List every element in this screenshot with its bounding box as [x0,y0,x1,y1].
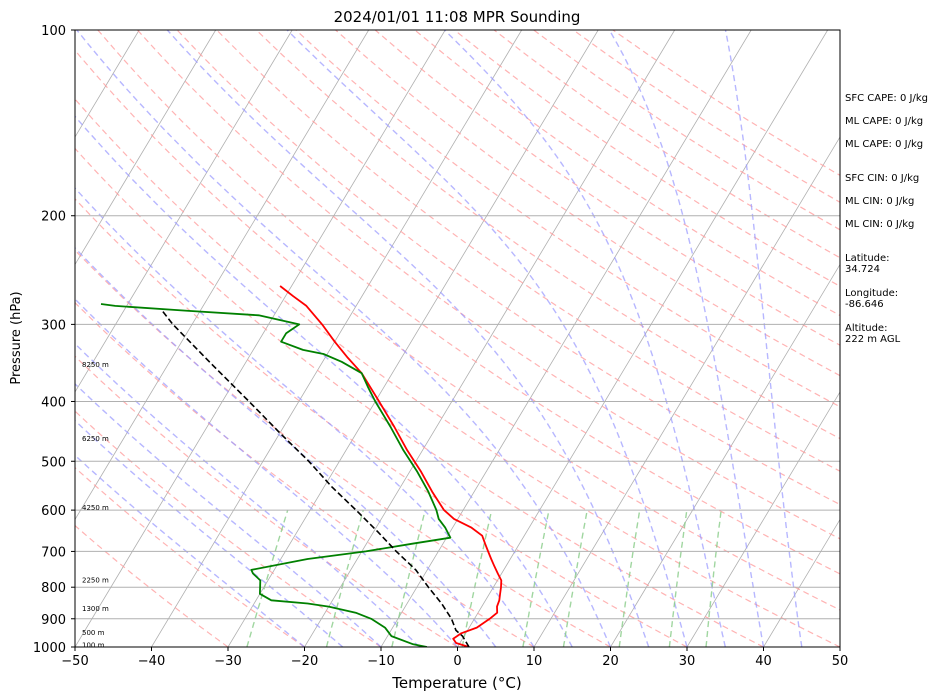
stat-ml-cin: ML CIN: 0 J/kg [845,196,915,207]
stat-sfc-cape: SFC CAPE: 0 J/kg [845,93,928,104]
dry-adiabat-line [216,30,840,472]
y-tick-label: 1000 [33,641,66,656]
y-tick-label: 800 [41,581,66,596]
dry-adiabat-line [75,98,840,647]
height-label: 4250 m [82,504,109,512]
moist-adiabat-line [166,30,650,647]
moist-adiabat-line [75,419,344,647]
dry-adiabat-line [75,49,840,611]
y-tick-label: 900 [41,613,66,628]
moist-adiabat-line [75,115,573,647]
moist-adiabat-line [75,187,535,647]
x-tick-label: 50 [832,654,849,669]
dry-adiabat-line [75,147,764,647]
isotherm-line [75,30,140,138]
dry-adiabat-line [75,355,458,647]
temperature-profile [279,285,503,647]
x-tick-label: −10 [367,654,394,669]
plot-area [75,30,840,647]
moist-adiabat-line [444,30,726,647]
isotherm-line [533,136,840,647]
isotherm-line [75,30,446,647]
moist-adiabat-line [75,298,459,647]
x-tick-label: 30 [679,654,696,669]
background-lines [75,30,840,647]
height-label: 500 m [82,629,105,637]
height-label: 1300 m [82,605,109,613]
isotherm-line [75,30,217,266]
isotherm-line [763,518,840,647]
x-axis-ticks: −50 −40 −30 −20 −10 0 10 20 30 40 50 [61,647,848,669]
isotherm-line [686,391,840,647]
height-label: 100 m [82,641,105,649]
stat-ml-cape-2: ML CAPE: 0 J/kg [845,139,924,150]
sounding-stats-panel: SFC CAPE: 0 J/kg ML CAPE: 0 J/kg ML CAPE… [845,0,947,700]
dry-adiabat-line [335,30,840,377]
dry-adiabat-line [75,249,611,647]
dry-adiabat-line [414,30,840,317]
isotherm-line [457,30,829,647]
chart-title: 2024/01/01 11:08 MPR Sounding [334,8,581,26]
sounding-profiles [100,285,503,647]
stat-altitude: Altitude: 222 m AGL [845,323,901,345]
stat-longitude: Longitude: -86.646 [845,288,899,310]
dry-adiabat-line [136,30,840,540]
x-tick-label: 0 [453,654,461,669]
dry-adiabat-line [374,30,840,346]
y-tick-label: 500 [41,455,66,470]
height-label: 8250 m [82,361,109,369]
height-labels: 100 m 500 m 1300 m 2250 m 4250 m 6250 m 8250 m [82,361,109,649]
moist-adiabat-line [75,246,497,647]
moist-adiabat-line [75,382,382,647]
dewpoint-profile [100,303,452,647]
isotherm-line [75,30,370,521]
y-tick-label: 300 [41,318,66,333]
height-label: 6250 m [82,435,109,443]
pressure-gridlines [75,215,840,620]
x-axis-label: Temperature (°C) [391,674,521,692]
moist-adiabat-line [75,342,420,647]
height-label: 2250 m [82,577,109,585]
parcel-profile [161,310,470,647]
isotherm-line [75,30,293,393]
x-tick-label: 10 [526,654,543,669]
dry-adiabat-line [75,466,305,647]
dry-adiabat-line [75,197,688,647]
isotherm-line [380,30,752,647]
stat-ml-cape: ML CAPE: 0 J/kg [845,116,924,127]
dry-adiabat-line [75,301,535,647]
isotherm-line [227,30,599,647]
y-axis-ticks: 100 200 300 400 500 600 700 800 900 1000 [33,24,75,656]
x-tick-label: −20 [291,654,318,669]
stat-latitude: Latitude: 34.724 [845,253,890,275]
x-tick-label: 20 [602,654,619,669]
x-tick-label: −50 [61,654,88,669]
dry-adiabat-line [75,524,229,647]
dry-adiabat-line [75,410,382,647]
isotherm-line [304,30,676,647]
y-tick-label: 200 [41,210,66,225]
moist-adiabat-line [76,30,612,647]
stat-sfc-cin: SFC CIN: 0 J/kg [845,173,920,184]
y-tick-label: 100 [41,24,66,39]
y-axis-label: Pressure (hPa) [9,291,24,384]
x-tick-label: 40 [755,654,772,669]
dry-adiabat-line [255,30,840,440]
x-tick-label: −40 [138,654,165,669]
dry-adiabat-line [176,30,840,506]
dry-adiabat-line [97,30,840,575]
stat-ml-cin-2: ML CIN: 0 J/kg [845,219,915,230]
moist-adiabat-line [724,30,803,647]
isotherm-line [610,263,840,647]
moist-adiabat-line [75,454,305,647]
y-tick-label: 700 [41,545,66,560]
moist-adiabat-line [608,30,765,647]
y-tick-label: 400 [41,395,66,410]
x-tick-label: −30 [214,654,241,669]
y-tick-label: 600 [41,504,66,519]
